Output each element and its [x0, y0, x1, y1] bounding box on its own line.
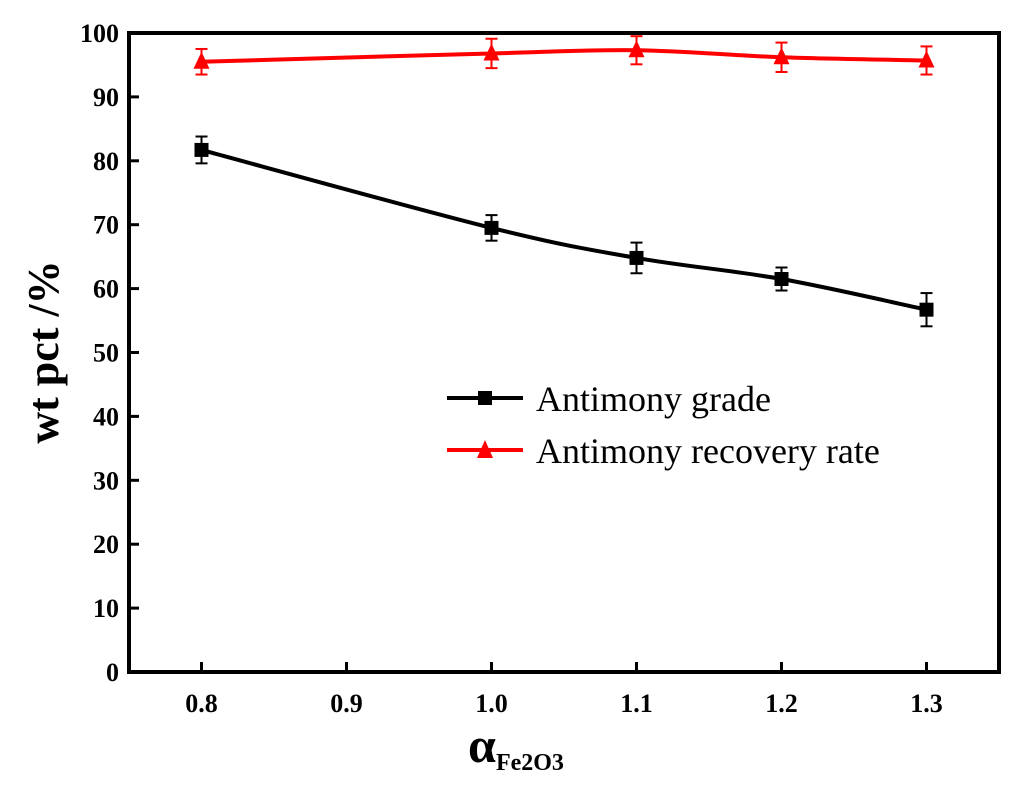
x-tick-label: 1.2 [765, 689, 798, 718]
y-tick-label: 40 [93, 402, 119, 431]
x-axis-title: αFe2O3 [468, 717, 564, 776]
data-point [194, 142, 209, 157]
y-tick-label: 70 [93, 211, 119, 240]
x-tick-label: 1.1 [620, 689, 653, 718]
y-tick-label: 90 [93, 83, 119, 112]
y-axis: 0 10 20 30 40 50 60 70 80 90 100 [80, 19, 139, 687]
x-axis: 0.8 0.9 1.0 1.1 1.2 1.3 [185, 662, 943, 718]
data-point [919, 302, 934, 317]
x-axis-title-main: α [468, 717, 496, 773]
x-tick-label: 0.8 [185, 689, 218, 718]
x-tick-label: 1.0 [475, 689, 508, 718]
data-point [774, 272, 789, 287]
series-layer [193, 35, 935, 328]
data-point [484, 220, 499, 235]
data-point [483, 43, 500, 61]
y-tick-label: 20 [93, 530, 119, 559]
y-tick-label: 10 [93, 594, 119, 623]
data-point [628, 40, 645, 58]
x-tick-label: 1.3 [910, 689, 943, 718]
data-point [918, 50, 935, 68]
y-tick-label: 60 [93, 275, 119, 304]
legend-marker-recovery [477, 440, 493, 458]
legend-marker-grade [478, 391, 492, 405]
x-axis-title-sub: Fe2O3 [496, 750, 564, 776]
x-tick-label: 0.9 [330, 689, 363, 718]
data-point [629, 250, 644, 265]
y-tick-label: 0 [106, 658, 119, 687]
legend-label-grade: Antimony grade [536, 379, 771, 419]
y-tick-label: 30 [93, 466, 119, 495]
y-tick-label: 50 [93, 339, 119, 368]
y-tick-label: 100 [80, 19, 119, 48]
series-line-1 [201, 48, 927, 64]
legend: Antimony grade Antimony recovery rate [447, 379, 880, 471]
plot-frame [127, 31, 1001, 674]
y-tick-label: 80 [93, 147, 119, 176]
legend-label-recovery: Antimony recovery rate [536, 431, 880, 471]
data-point [773, 47, 790, 65]
data-point [193, 51, 210, 69]
y-axis-title: wt pct /% [19, 260, 68, 443]
series-line-0 [200, 148, 927, 312]
